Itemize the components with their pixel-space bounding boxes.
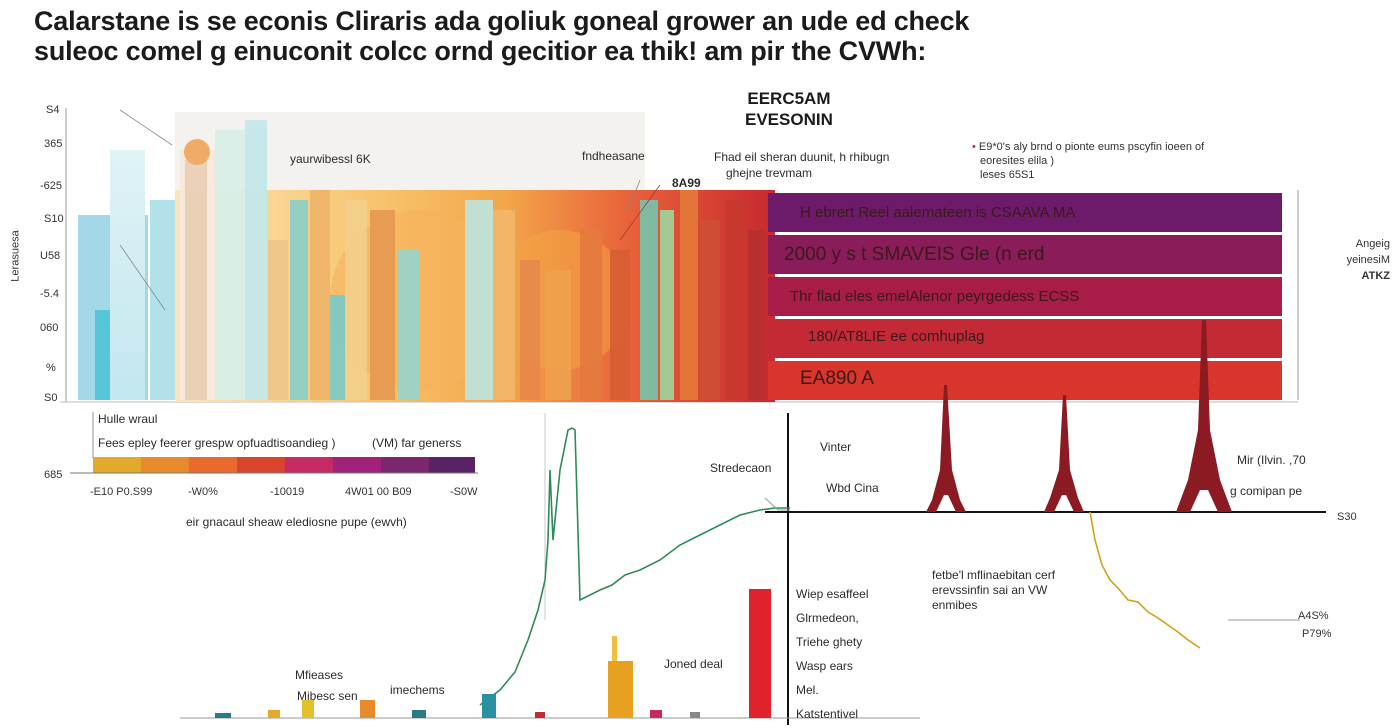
left-note-1: Mfieases [295, 668, 344, 682]
y-tick-1: S4 [46, 104, 60, 116]
paragraph-line-1: fetbe'l mflinaebitan cerf [932, 568, 1056, 582]
left-note-2: Mibesc sen [297, 689, 358, 703]
y-tick-7: 060 [40, 322, 59, 334]
left-note-3: imechems [390, 683, 445, 697]
ribbon-bar-5 [768, 361, 1282, 400]
scale-tick-5: -S0W [450, 486, 478, 498]
ribbon-label-5: EA890 A [800, 368, 874, 389]
ribbon-bars [768, 190, 1299, 400]
list-item: Triehe ghety [796, 635, 863, 649]
list-notes: Wiep esaffeel Glrmedeon, Triehe ghety Wa… [796, 582, 869, 726]
right-label-line1: Angeig [1355, 238, 1390, 250]
annotation-mid: fndheasane [582, 149, 645, 163]
tower-icons [926, 320, 1232, 512]
growth-line [479, 427, 790, 706]
heading-line-2: EVESONIN [745, 110, 833, 129]
title-line-1: Calarstane is se econis Cliraris ada gol… [34, 6, 970, 36]
right-label: Angeig yeinesiM ATKZ [1330, 236, 1390, 284]
scale-left-value: 685 [44, 469, 63, 481]
right-label-line2: yeinesiM [1346, 254, 1390, 266]
y-tick-3: -625 [40, 180, 63, 192]
scale-tick-4: 4W01 00 B09 [345, 486, 412, 498]
list-item: Katstentivel [796, 707, 859, 721]
annotation-stredecaon: Stredecaon [710, 461, 772, 475]
ribbon-label-3: Thr flad eles emelAlenor peyrgedess ECSS [790, 288, 1080, 305]
small-bars [215, 589, 771, 718]
list-item: Wiep esaffeel [796, 587, 869, 601]
legend-note-line2: eoresites elila ) [980, 155, 1054, 167]
ribbon-bar-2 [768, 235, 1282, 274]
right-value-1: A4S% [1298, 610, 1329, 622]
paragraph-line-2: erevssinfin sai an VW [932, 583, 1048, 597]
top-chart-heading: EERC5AM EVESONIN [745, 88, 833, 130]
color-scale [70, 412, 478, 474]
y-tick-8: % [46, 362, 56, 374]
bar-note: Joned deal [664, 657, 723, 671]
scale-note-2: Fees epley feerer grespw opfuadtisoandie… [98, 436, 336, 450]
scale-tick-1: -E10 P0.S99 [90, 486, 153, 498]
ribbon-bar-1 [768, 193, 1282, 232]
scale-tick-2: -W0% [188, 486, 218, 498]
list-item: Mel. [796, 683, 819, 697]
annotation-right: Mir (Ilvin. ,70 [1237, 453, 1306, 467]
axis-right-value: S30 [1337, 511, 1357, 523]
paragraph-note: fetbe'l mflinaebitan cerf erevssinfin sa… [932, 568, 1055, 613]
annotation-left: yaurwibessl 6K [290, 152, 371, 166]
ribbon-bar-3 [768, 277, 1282, 316]
scale-note-1: Hulle wraul [98, 412, 158, 426]
annotation-mid2: Fhad eil sheran duunit, h rhibugn ghejne… [714, 149, 889, 181]
paragraph-line-3: enmibes [932, 598, 978, 612]
decline-line [1089, 511, 1201, 649]
right-label-line3: ATKZ [1361, 270, 1390, 282]
annotation-mid2-line1: Fhad eil sheran duunit, h rhibugn [714, 150, 890, 164]
annotation-line: Wbd Cina [826, 481, 879, 495]
right-value-2: P79% [1302, 628, 1332, 640]
y-tick-5: U58 [40, 250, 61, 262]
y-axis-label: Lerasuesa [9, 230, 22, 282]
list-item: Glrmedeon, [796, 611, 859, 625]
y-tick-6: -5.4 [40, 288, 59, 300]
y-tick-2: 365 [44, 138, 63, 150]
scale-note-3: (VM) far generss [372, 436, 462, 450]
legend-note: • E9*0's aly brnd o pionte eums pscyfin … [972, 141, 1205, 181]
ribbon-label-1: H ebrert Reel aalemateen is CSAAVA MA [800, 204, 1076, 221]
annotation-right-2: g comipan pe [1230, 484, 1303, 498]
ribbon-label-4: 180/AT8LIE ee comhuplag [808, 328, 985, 345]
legend-note-line1: E9*0's aly brnd o pionte eums pscyfin io… [978, 141, 1205, 153]
ribbon-bar-4 [768, 319, 1282, 358]
list-item: Wasp ears [796, 659, 853, 673]
annotation-vinter: Vinter [820, 440, 852, 454]
ribbon-label-2: 2000 y s t SMAVEIS Gle (n erd [784, 244, 1045, 265]
legend-note-line3: leses 65S1 [980, 169, 1035, 181]
annotation-mid2-line2: ghejne trevmam [726, 166, 813, 180]
page-title: Calarstane is se econis Cliraris ada gol… [34, 6, 1034, 66]
skyline [78, 120, 766, 400]
y-tick-9: S0 [44, 392, 58, 404]
scale-caption: eir gnacaul sheaw elediosne pupe (ewvh) [186, 515, 407, 529]
title-line-2: suleoc comel g einuconit colcc ornd geci… [34, 36, 927, 66]
heading-line-1: EERC5AM [747, 89, 831, 108]
y-tick-4: S10 [44, 213, 64, 225]
scale-tick-3: -10019 [270, 486, 305, 498]
marker-value: 8A99 [672, 176, 701, 190]
